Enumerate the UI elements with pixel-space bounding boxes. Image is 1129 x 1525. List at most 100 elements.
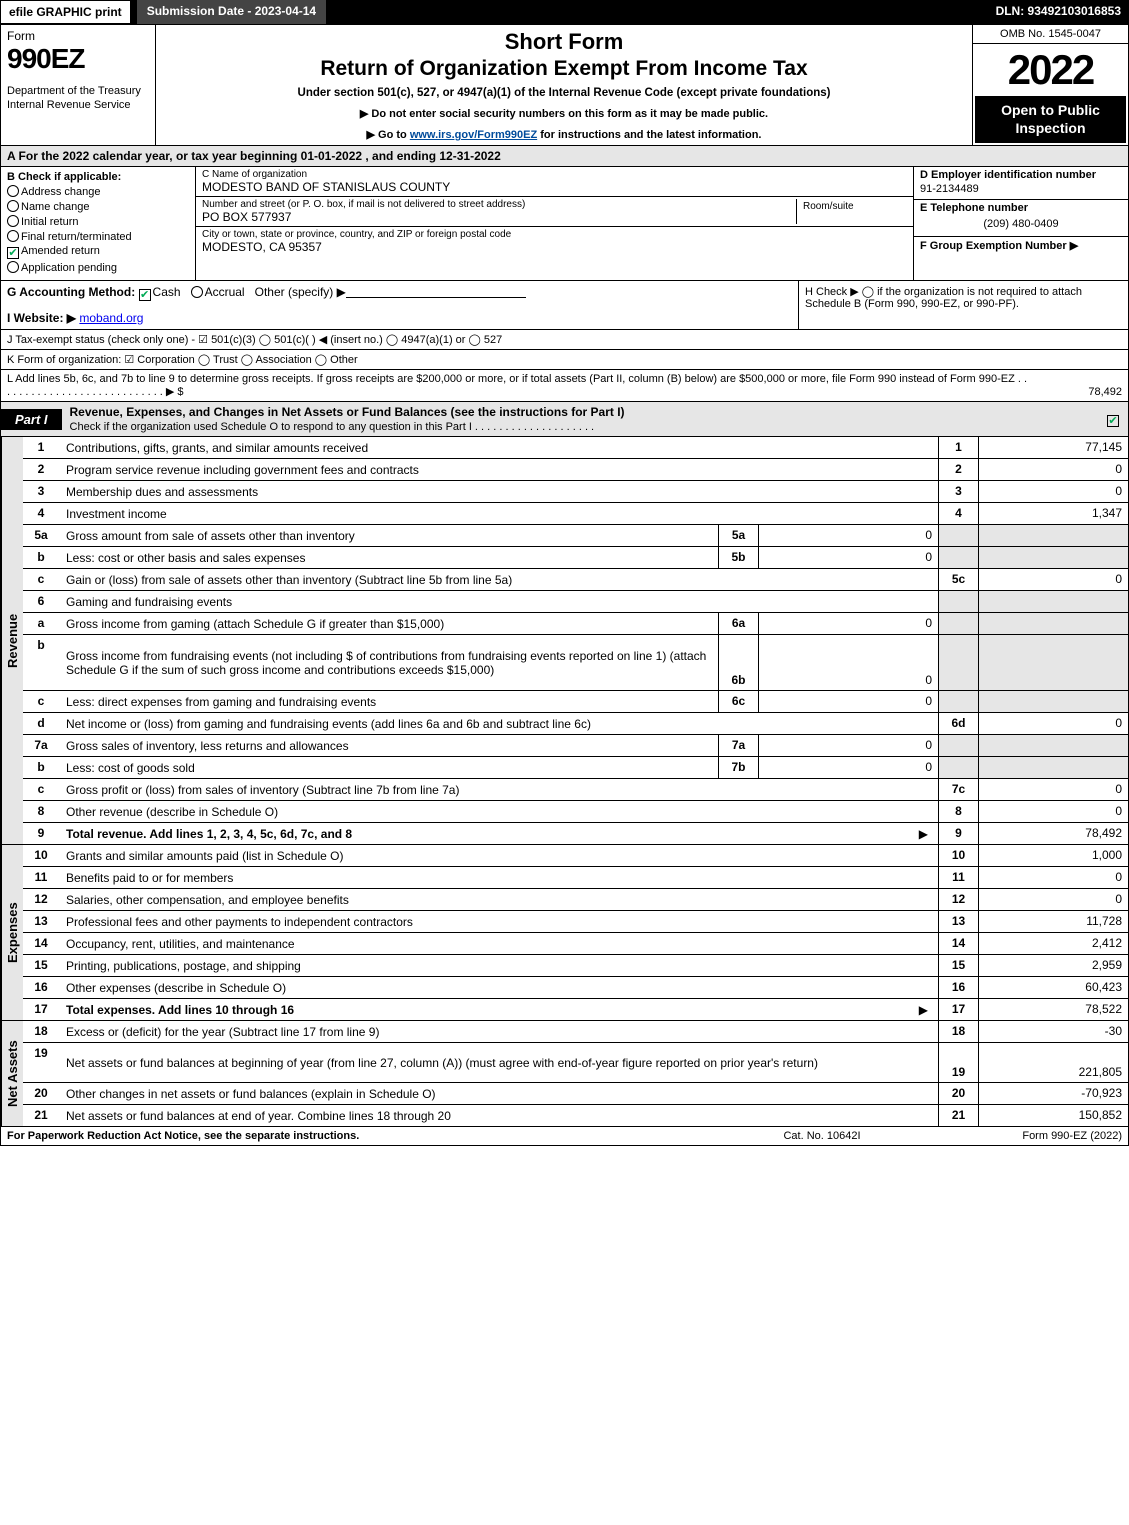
line-11: 11Benefits paid to or for members110 bbox=[22, 867, 1128, 889]
org-name-value: MODESTO BAND OF STANISLAUS COUNTY bbox=[202, 180, 907, 194]
part1-sub: Check if the organization used Schedule … bbox=[70, 421, 595, 433]
revenue-section: Revenue 1Contributions, gifts, grants, a… bbox=[0, 437, 1129, 845]
section-b: B Check if applicable: Address change Na… bbox=[1, 167, 196, 280]
part1-tab: Part I bbox=[1, 409, 62, 430]
goto-post: for instructions and the latest informat… bbox=[537, 129, 761, 141]
header-right: OMB No. 1545-0047 2022 Open to Public In… bbox=[973, 25, 1128, 145]
city-value: MODESTO, CA 95357 bbox=[202, 240, 907, 254]
room-suite-label: Room/suite bbox=[797, 199, 907, 224]
efile-print-label[interactable]: efile GRAPHIC print bbox=[0, 0, 131, 24]
line-6: 6Gaming and fundraising events bbox=[22, 591, 1128, 613]
website-link[interactable]: moband.org bbox=[79, 311, 143, 325]
top-bar: efile GRAPHIC print Submission Date - 20… bbox=[0, 0, 1129, 24]
line-18: 18Excess or (deficit) for the year (Subt… bbox=[22, 1021, 1128, 1043]
line-5b: bLess: cost or other basis and sales exp… bbox=[22, 547, 1128, 569]
org-name-label: C Name of organization bbox=[202, 169, 907, 180]
header-left: Form 990EZ Department of the Treasury In… bbox=[1, 25, 156, 145]
line-7c: cGross profit or (loss) from sales of in… bbox=[22, 779, 1128, 801]
submission-date: Submission Date - 2023-04-14 bbox=[135, 0, 326, 24]
section-d: D Employer identification number 91-2134… bbox=[913, 167, 1128, 280]
header-center: Short Form Return of Organization Exempt… bbox=[156, 25, 973, 145]
paperwork-notice: For Paperwork Reduction Act Notice, see … bbox=[7, 1130, 722, 1142]
omb-number: OMB No. 1545-0047 bbox=[973, 25, 1128, 44]
form-number: 990EZ bbox=[7, 43, 149, 75]
line-3: 3Membership dues and assessments30 bbox=[22, 481, 1128, 503]
line-7a: 7aGross sales of inventory, less returns… bbox=[22, 735, 1128, 757]
g-cash-check[interactable] bbox=[139, 289, 151, 301]
check-name-change[interactable]: Name change bbox=[7, 200, 189, 213]
line-19: 19Net assets or fund balances at beginni… bbox=[22, 1043, 1128, 1083]
ein-value: 91-2134489 bbox=[914, 183, 1128, 199]
expenses-vlabel: Expenses bbox=[1, 845, 23, 1020]
g-other-input[interactable] bbox=[346, 285, 526, 298]
cat-number: Cat. No. 10642I bbox=[722, 1130, 922, 1142]
line-15: 15Printing, publications, postage, and s… bbox=[22, 955, 1128, 977]
l-amount: 78,492 bbox=[1032, 386, 1122, 398]
ssn-warning: ▶ Do not enter social security numbers o… bbox=[164, 107, 964, 120]
goto-note: ▶ Go to www.irs.gov/Form990EZ for instru… bbox=[164, 128, 964, 141]
revenue-vlabel: Revenue bbox=[1, 437, 23, 844]
line-2: 2Program service revenue including gover… bbox=[22, 459, 1128, 481]
line-5a: 5aGross amount from sale of assets other… bbox=[22, 525, 1128, 547]
line-21: 21Net assets or fund balances at end of … bbox=[22, 1105, 1128, 1127]
check-final-return[interactable]: Final return/terminated bbox=[7, 230, 189, 243]
line-17: 17Total expenses. Add lines 10 through 1… bbox=[22, 999, 1128, 1021]
section-g: G Accounting Method: Cash Accrual Other … bbox=[1, 281, 798, 329]
g-cash: Cash bbox=[153, 285, 181, 299]
form-title: Return of Organization Exempt From Incom… bbox=[164, 57, 964, 81]
line-5c: cGain or (loss) from sale of assets othe… bbox=[22, 569, 1128, 591]
telephone-label: E Telephone number bbox=[920, 202, 1122, 214]
tax-year: 2022 bbox=[973, 44, 1128, 94]
part1-header: Part I Revenue, Expenses, and Changes in… bbox=[0, 402, 1129, 437]
net-assets-section: Net Assets 18Excess or (deficit) for the… bbox=[0, 1021, 1129, 1127]
line-k-org-form: K Form of organization: ☑ Corporation ◯ … bbox=[0, 350, 1129, 370]
line-6c: cLess: direct expenses from gaming and f… bbox=[22, 691, 1128, 713]
line-10: 10Grants and similar amounts paid (list … bbox=[22, 845, 1128, 867]
line-20: 20Other changes in net assets or fund ba… bbox=[22, 1083, 1128, 1105]
form-word: Form bbox=[7, 29, 149, 43]
line-4: 4Investment income41,347 bbox=[22, 503, 1128, 525]
arrow-icon bbox=[915, 1003, 932, 1017]
i-label: I Website: ▶ bbox=[7, 311, 76, 325]
expenses-section: Expenses 10Grants and similar amounts pa… bbox=[0, 845, 1129, 1021]
gh-row: G Accounting Method: Cash Accrual Other … bbox=[0, 281, 1129, 330]
part1-schedule-o-check[interactable] bbox=[1100, 411, 1128, 427]
city-label: City or town, state or province, country… bbox=[202, 229, 907, 240]
g-other: Other (specify) ▶ bbox=[255, 285, 346, 299]
line-1: 1Contributions, gifts, grants, and simil… bbox=[22, 437, 1128, 459]
line-16: 16Other expenses (describe in Schedule O… bbox=[22, 977, 1128, 999]
line-j-tax-status: J Tax-exempt status (check only one) - ☑… bbox=[0, 330, 1129, 350]
ein-label: D Employer identification number bbox=[914, 167, 1128, 183]
line-8: 8Other revenue (describe in Schedule O)8… bbox=[22, 801, 1128, 823]
g-accrual-check[interactable] bbox=[191, 286, 203, 298]
line-6a: aGross income from gaming (attach Schedu… bbox=[22, 613, 1128, 635]
address-label: Number and street (or P. O. box, if mail… bbox=[202, 199, 796, 210]
goto-pre: ▶ Go to bbox=[367, 129, 410, 141]
arrow-icon bbox=[915, 827, 932, 841]
address-value: PO BOX 577937 bbox=[202, 210, 796, 224]
section-c: C Name of organization MODESTO BAND OF S… bbox=[196, 167, 913, 280]
check-initial-return[interactable]: Initial return bbox=[7, 215, 189, 228]
section-h: H Check ▶ ◯ if the organization is not r… bbox=[798, 281, 1128, 329]
line-6d: dNet income or (loss) from gaming and fu… bbox=[22, 713, 1128, 735]
check-application-pending[interactable]: Application pending bbox=[7, 261, 189, 274]
line-13: 13Professional fees and other payments t… bbox=[22, 911, 1128, 933]
line-l-gross-receipts: L Add lines 5b, 6c, and 7b to line 9 to … bbox=[0, 370, 1129, 402]
page-footer: For Paperwork Reduction Act Notice, see … bbox=[0, 1127, 1129, 1146]
line-12: 12Salaries, other compensation, and empl… bbox=[22, 889, 1128, 911]
line-a-period: A For the 2022 calendar year, or tax yea… bbox=[0, 146, 1129, 167]
form-header: Form 990EZ Department of the Treasury In… bbox=[0, 24, 1129, 146]
group-exemption: F Group Exemption Number ▶ bbox=[914, 236, 1128, 254]
check-amended-return[interactable]: Amended return bbox=[7, 245, 189, 259]
g-label: G Accounting Method: bbox=[7, 285, 135, 299]
bcd-block: B Check if applicable: Address change Na… bbox=[0, 167, 1129, 281]
l-text: L Add lines 5b, 6c, and 7b to line 9 to … bbox=[7, 373, 1032, 398]
b-heading: B Check if applicable: bbox=[7, 171, 189, 183]
irs-link[interactable]: www.irs.gov/Form990EZ bbox=[410, 129, 537, 141]
line-9: 9Total revenue. Add lines 1, 2, 3, 4, 5c… bbox=[22, 823, 1128, 845]
dln-number: DLN: 93492103016853 bbox=[988, 0, 1129, 24]
check-address-change[interactable]: Address change bbox=[7, 185, 189, 198]
under-section: Under section 501(c), 527, or 4947(a)(1)… bbox=[164, 87, 964, 99]
open-to-public: Open to Public Inspection bbox=[975, 96, 1126, 143]
part1-title: Revenue, Expenses, and Changes in Net As… bbox=[62, 402, 1100, 436]
